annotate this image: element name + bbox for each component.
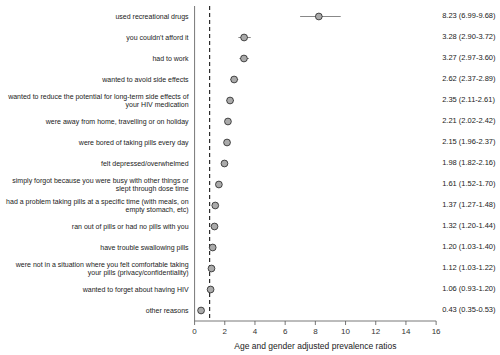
point-estimate	[224, 139, 231, 146]
x-tick	[315, 321, 316, 325]
category-label: wanted to avoid side effects	[101, 75, 189, 82]
x-tick-label: 4	[253, 327, 258, 336]
x-tick-label: 6	[283, 327, 288, 336]
category-label-line: have trouble swallowing pills	[100, 243, 189, 251]
data-label: 3.27 (2.97-3.60)	[442, 53, 496, 62]
category-label: felt depressed/overwhelmed	[101, 159, 189, 167]
category-label: wanted to forget about having HIV	[82, 285, 189, 293]
category-label-line: were not in a situation where you felt c…	[15, 260, 189, 268]
category-label-line: were away from home, travelling or on ho…	[45, 117, 189, 125]
category-label-line: felt depressed/overwhelmed	[101, 159, 189, 167]
category-label-line: wanted to avoid side effects	[101, 75, 189, 82]
category-label: have trouble swallowing pills	[100, 243, 189, 251]
category-label-line: had to work	[152, 54, 189, 61]
data-label: 2.62 (2.37-2.89)	[442, 74, 496, 83]
category-label: had a problem taking pills at a specific…	[6, 197, 189, 213]
point-estimate	[315, 13, 322, 20]
category-label: were not in a situation where you felt c…	[15, 260, 189, 276]
category-label-line: ran out of pills or had no pills with yo…	[72, 222, 189, 230]
y-axis-line	[194, 6, 195, 321]
x-tick	[405, 321, 406, 325]
category-label: used recreational drugs	[115, 12, 189, 20]
point-estimate	[207, 286, 214, 293]
category-label: were bored of taking pills every day	[78, 138, 189, 146]
category-label-line: wanted to forget about having HIV	[82, 285, 189, 293]
data-label: 1.12 (1.03-1.22)	[442, 263, 496, 272]
category-label: wanted to reduce the potential for long-…	[7, 92, 189, 108]
point-estimate	[241, 55, 248, 62]
category-label-line: simply forgot because you were busy with…	[12, 176, 189, 184]
x-tick	[285, 321, 286, 325]
category-label: you couldn't afford it	[126, 33, 188, 41]
x-tick-label: 12	[371, 327, 380, 336]
plot-marks	[198, 6, 341, 321]
point-estimate	[209, 244, 216, 251]
x-tick	[194, 321, 195, 325]
x-tick	[224, 321, 225, 325]
data-label: 1.06 (0.93-1.20)	[442, 284, 496, 293]
category-label-line: were bored of taking pills every day	[78, 138, 189, 146]
point-estimate	[241, 34, 248, 41]
category-label: had to work	[152, 54, 189, 61]
category-label: ran out of pills or had no pills with yo…	[72, 222, 189, 230]
category-label-line: other reasons	[146, 306, 189, 313]
point-estimate	[227, 97, 234, 104]
x-tick-label: 2	[223, 327, 228, 336]
point-estimate	[221, 160, 228, 167]
x-axis-label: Age and gender adjusted prevalence ratio…	[234, 341, 396, 351]
x-tick-label: 10	[341, 327, 350, 336]
data-label: 2.15 (1.96-2.37)	[442, 137, 496, 146]
x-tick	[254, 321, 255, 325]
point-estimate	[211, 223, 218, 230]
point-estimate	[212, 202, 219, 209]
category-label-line: wanted to reduce the potential for long-…	[7, 92, 188, 100]
category-label-line: your HIV medication	[126, 100, 189, 108]
data-label: 2.21 (2.02-2.42)	[442, 116, 496, 125]
x-tick-label: 0	[192, 327, 197, 336]
data-label: 8.23 (6.99-9.68)	[442, 11, 496, 20]
point-estimate	[225, 118, 232, 125]
category-label: simply forgot because you were busy with…	[12, 176, 189, 192]
x-tick-label: 14	[401, 327, 410, 336]
data-label: 1.37 (1.27-1.48)	[442, 200, 496, 209]
x-tick	[345, 321, 346, 325]
x-tick-label: 16	[432, 327, 441, 336]
point-estimate	[231, 76, 238, 83]
category-label: other reasons	[146, 306, 189, 313]
category-label-line: had a problem taking pills at a specific…	[6, 197, 189, 205]
point-estimate	[198, 307, 205, 314]
data-label: 0.43 (0.35-0.53)	[442, 305, 496, 314]
data-label: 1.20 (1.03-1.40)	[442, 242, 496, 251]
category-label-line: slept through dose time	[116, 184, 189, 192]
x-tick	[375, 321, 376, 325]
category-label: were away from home, travelling or on ho…	[45, 117, 189, 125]
point-estimate	[215, 181, 222, 188]
category-label-line: used recreational drugs	[115, 12, 189, 20]
category-label-line: empty stomach, etc)	[126, 205, 189, 213]
data-label: 3.28 (2.90-3.72)	[442, 32, 496, 41]
point-estimate	[208, 265, 215, 272]
data-label: 2.35 (2.11-2.61)	[442, 95, 495, 104]
chart: used recreational drugs you couldn't affo…	[0, 0, 500, 355]
data-label: 1.32 (1.20-1.44)	[442, 221, 496, 230]
x-tick	[436, 321, 437, 325]
category-label-line: you couldn't afford it	[126, 33, 188, 41]
category-label-line: your pills (privacy/confidentiality)	[88, 268, 189, 276]
data-label: 1.61 (1.52-1.70)	[442, 179, 496, 188]
x-tick-label: 8	[313, 327, 318, 336]
data-label: 1.98 (1.82-2.16)	[442, 158, 496, 167]
reference-line	[209, 6, 210, 321]
